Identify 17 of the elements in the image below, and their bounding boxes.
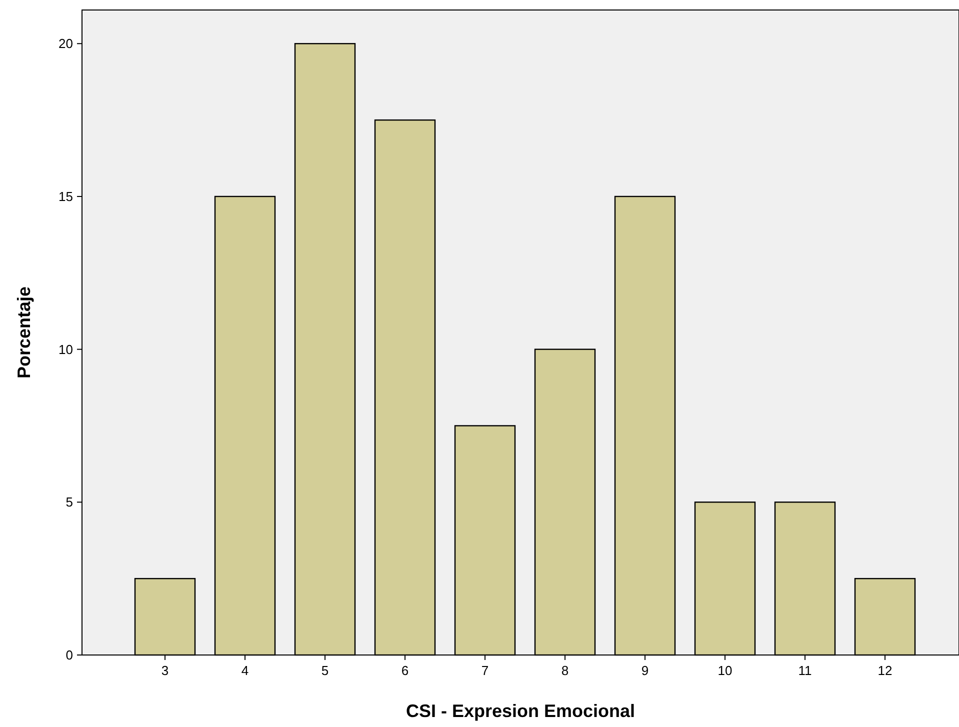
y-tick-label: 0	[66, 648, 73, 663]
x-axis-title: CSI - Expresion Emocional	[406, 701, 636, 721]
y-axis-title: Porcentaje	[14, 286, 34, 379]
x-tick-label: 8	[561, 663, 569, 678]
x-tick-label: 4	[241, 663, 249, 678]
y-tick-label: 15	[58, 189, 73, 204]
y-tick-label: 5	[66, 494, 73, 510]
x-tick-label: 11	[798, 663, 812, 678]
y-tick-label: 10	[58, 342, 73, 357]
x-tick-label: 3	[161, 663, 169, 678]
x-tick-label: 10	[718, 663, 732, 678]
x-tick-label: 5	[321, 663, 329, 678]
x-tick-label: 12	[878, 663, 892, 678]
y-tick-label: 20	[58, 36, 73, 52]
x-tick-label: 7	[481, 663, 489, 678]
x-tick-label: 6	[401, 663, 409, 678]
x-tick-label: 9	[641, 663, 649, 678]
